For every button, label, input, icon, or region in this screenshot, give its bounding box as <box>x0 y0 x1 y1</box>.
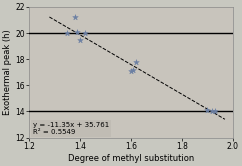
Text: y = -11.35x + 35.761
R² = 0.5549: y = -11.35x + 35.761 R² = 0.5549 <box>33 122 109 135</box>
Point <box>134 60 138 63</box>
X-axis label: Degree of methyl substitution: Degree of methyl substitution <box>68 154 194 163</box>
Point <box>73 16 77 19</box>
Point <box>205 109 209 112</box>
Point <box>210 110 214 113</box>
Point <box>83 32 87 34</box>
Point <box>129 70 133 72</box>
Point <box>78 38 82 41</box>
Point <box>131 68 135 71</box>
Y-axis label: Exothermal peak (h): Exothermal peak (h) <box>3 29 13 115</box>
Point <box>76 30 79 33</box>
Point <box>65 32 69 34</box>
Point <box>213 110 217 113</box>
